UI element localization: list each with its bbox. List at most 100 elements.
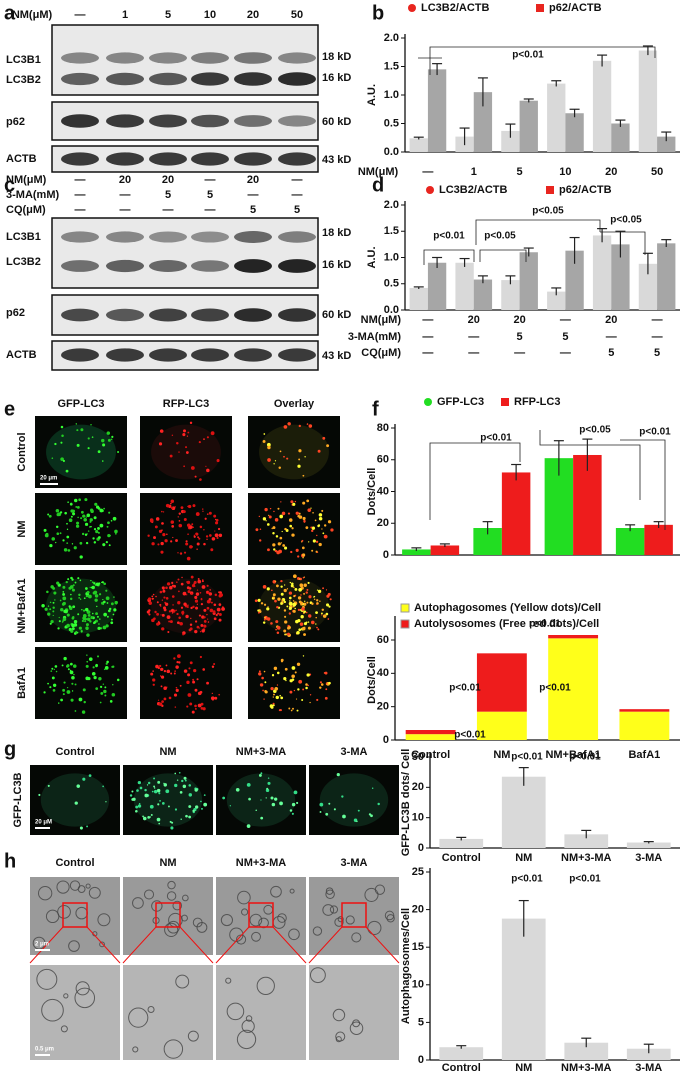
bar-segment [476,711,527,740]
puncta [298,449,302,453]
puncta [193,535,196,538]
puncta [175,665,179,669]
puncta [192,680,196,684]
blot-band [61,231,99,243]
puncta [75,630,78,633]
puncta [90,424,92,426]
lane-header-label: NM(μM) [12,9,53,21]
puncta [259,683,264,687]
puncta [82,514,86,518]
em-structure [85,883,91,889]
puncta [333,808,336,811]
puncta [277,507,280,510]
puncta [153,789,158,794]
puncta [300,615,304,619]
puncta [201,585,206,589]
puncta [312,539,316,543]
x-tick-label: 1 [471,166,477,178]
puncta [291,533,295,537]
puncta [202,668,206,671]
annotation: p<0.01 [539,683,571,694]
puncta [307,684,309,687]
puncta [173,693,178,697]
em-structure [225,977,232,984]
puncta [197,691,202,696]
puncta [186,594,188,596]
puncta [214,533,219,538]
puncta [283,455,285,458]
puncta [219,593,223,597]
puncta [183,669,188,673]
puncta [357,809,360,812]
puncta [185,446,188,449]
puncta [257,611,260,614]
panel-label: h [4,850,16,872]
annotation: p<0.05 [610,215,642,226]
puncta [89,518,93,522]
puncta [329,598,332,601]
bar [611,123,630,152]
puncta [210,696,215,701]
puncta [303,602,307,606]
puncta [55,670,58,673]
puncta [310,507,312,509]
puncta [268,514,270,517]
bar [565,250,584,310]
blot-band [106,152,144,166]
puncta [66,665,69,668]
legend-marker [408,4,416,12]
puncta [44,607,48,611]
error-bar [511,463,522,481]
puncta [193,534,195,536]
error-bar [643,841,654,844]
puncta [211,665,215,668]
puncta [306,499,310,503]
puncta [201,807,203,810]
em-structure [151,900,163,912]
puncta [70,698,74,702]
puncta [96,655,100,658]
puncta [68,586,72,590]
puncta [296,662,301,666]
blot-band [106,72,144,86]
puncta [107,609,111,613]
puncta [142,815,144,818]
puncta [164,539,168,543]
puncta [104,666,109,670]
puncta [183,518,187,521]
puncta [93,541,97,544]
condition-label: NM(μM) [6,174,47,186]
y-tick-label: 2.0 [384,199,399,211]
puncta [110,621,114,625]
puncta [296,709,299,712]
puncta [325,589,328,591]
puncta [99,701,102,704]
puncta [98,531,100,534]
puncta [81,532,85,536]
puncta [160,614,162,616]
x-tick-label: NM+3-MA [561,852,611,864]
puncta [156,612,160,616]
puncta [199,525,203,529]
em-structure [335,1031,346,1042]
puncta [97,626,101,631]
puncta [86,633,90,637]
em-structure [163,1039,184,1059]
puncta [258,670,261,673]
annotation: p<0.01 [480,433,512,444]
significance-bracket [539,430,641,500]
bar [473,279,493,310]
blot-band [191,72,229,86]
bar [439,838,484,848]
puncta [67,549,71,552]
puncta [103,600,106,604]
puncta [194,704,197,708]
puncta [72,512,76,516]
puncta [271,597,274,600]
puncta [275,628,277,631]
em-structure [245,1015,253,1022]
blot-band [106,52,144,64]
puncta [218,603,222,606]
scale-label: 0.5 μm [35,1047,54,1053]
blot-band [61,260,99,272]
